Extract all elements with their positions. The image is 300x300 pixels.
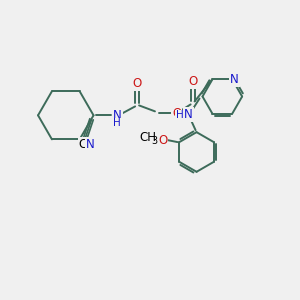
Text: N: N xyxy=(86,138,95,151)
Text: H: H xyxy=(113,118,121,128)
Text: O: O xyxy=(172,107,182,120)
Text: H: H xyxy=(176,110,184,120)
Text: N: N xyxy=(113,109,122,122)
Text: 3: 3 xyxy=(152,136,158,146)
Text: CH: CH xyxy=(139,130,156,144)
Text: O: O xyxy=(133,77,142,90)
Text: C: C xyxy=(79,138,87,151)
Text: N: N xyxy=(230,73,239,86)
Text: O: O xyxy=(158,134,167,147)
Text: O: O xyxy=(188,75,197,88)
Text: N: N xyxy=(184,108,193,121)
